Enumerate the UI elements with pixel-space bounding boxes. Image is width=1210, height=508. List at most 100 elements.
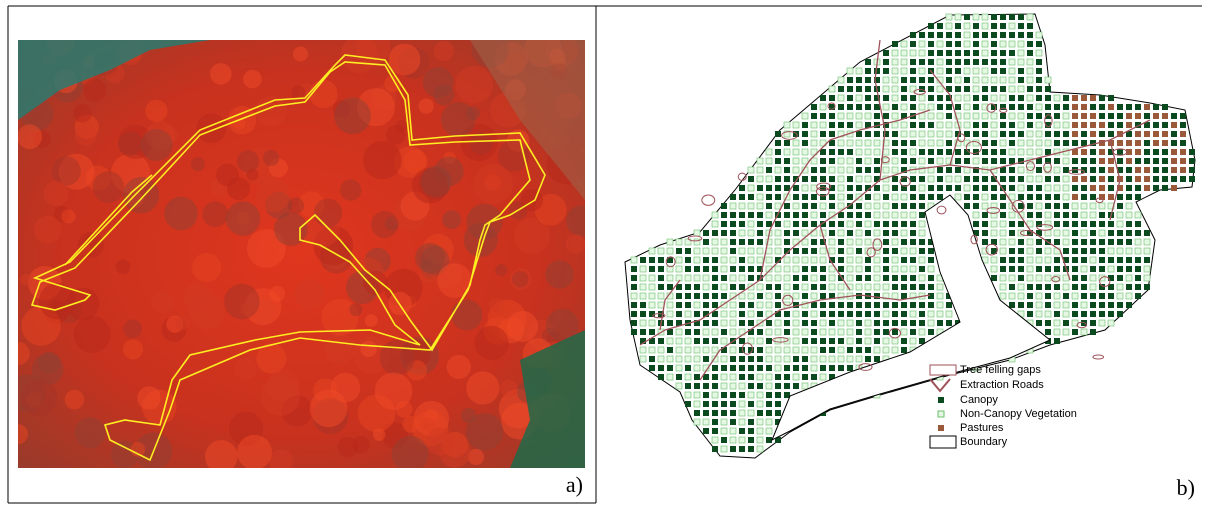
grid-cell — [757, 383, 763, 389]
texture — [224, 284, 260, 320]
texture — [191, 157, 205, 171]
grid-cell — [1045, 140, 1051, 146]
grid-cell — [820, 248, 826, 254]
grid-cell — [883, 266, 889, 272]
grid-cell — [838, 221, 844, 227]
grid-cell — [1018, 86, 1024, 92]
grid-cell — [775, 392, 781, 398]
grid-cell — [847, 212, 853, 218]
grid-cell — [1126, 248, 1132, 254]
legend-label: Tree felling gaps — [960, 364, 1041, 376]
grid-cell — [865, 257, 871, 263]
grid-cell — [694, 356, 700, 362]
grid-cell — [667, 311, 673, 317]
grid-cell — [1099, 257, 1105, 263]
grid-cell — [874, 293, 880, 299]
grid-cell — [1009, 212, 1015, 218]
grid-cell — [739, 320, 745, 326]
grid-cell — [964, 77, 970, 83]
grid-cell — [910, 329, 916, 335]
grid-cell — [667, 248, 673, 254]
grid-cell — [883, 302, 889, 308]
grid-cell — [829, 131, 835, 137]
grid-cell — [1081, 212, 1087, 218]
grid-cell — [874, 302, 880, 308]
grid-cell — [991, 77, 997, 83]
grid-cell — [739, 203, 745, 209]
texture — [455, 66, 493, 104]
grid-cell — [658, 266, 664, 272]
grid-cell — [658, 374, 664, 380]
grid-cell — [982, 59, 988, 65]
grid-cell — [784, 365, 790, 371]
grid-cell — [811, 131, 817, 137]
grid-cell — [1099, 266, 1105, 272]
grid-cell — [1171, 122, 1177, 128]
grid-cell — [928, 194, 934, 200]
grid-cell — [1045, 275, 1051, 281]
grid-cell — [676, 311, 682, 317]
grid-cell — [901, 86, 907, 92]
grid-cell — [748, 212, 754, 218]
grid-cell — [865, 239, 871, 245]
grid-cell — [883, 257, 889, 263]
grid-cell — [1072, 284, 1078, 290]
grid-cell — [1072, 266, 1078, 272]
grid-cell — [1036, 41, 1042, 47]
texture — [392, 436, 429, 473]
grid-cell — [955, 158, 961, 164]
grid-cell — [838, 230, 844, 236]
grid-cell — [730, 392, 736, 398]
grid-cell — [820, 302, 826, 308]
grid-cell — [1009, 50, 1015, 56]
grid-cell — [892, 338, 898, 344]
grid-cell — [1090, 185, 1096, 191]
grid-cell — [712, 230, 718, 236]
grid-cell — [892, 68, 898, 74]
grid-cell — [955, 95, 961, 101]
grid-cell — [892, 167, 898, 173]
grid-cell — [955, 50, 961, 56]
grid-cell — [820, 212, 826, 218]
grid-cell — [829, 365, 835, 371]
grid-cell — [883, 77, 889, 83]
grid-cell — [694, 266, 700, 272]
grid-cell — [1162, 167, 1168, 173]
texture — [512, 271, 528, 287]
grid-cell — [1000, 140, 1006, 146]
grid-cell — [820, 275, 826, 281]
grid-cell — [820, 176, 826, 182]
grid-cell — [667, 302, 673, 308]
grid-cell — [667, 356, 673, 362]
grid-cell — [676, 356, 682, 362]
grid-cell — [676, 374, 682, 380]
grid-cell — [856, 95, 862, 101]
texture — [295, 279, 325, 309]
grid-cell — [685, 302, 691, 308]
grid-cell — [1045, 194, 1051, 200]
grid-cell — [1126, 293, 1132, 299]
grid-cell — [1144, 131, 1150, 137]
grid-cell — [1027, 302, 1033, 308]
grid-cell — [694, 275, 700, 281]
grid-cell — [946, 14, 952, 20]
grid-cell — [892, 113, 898, 119]
grid-cell — [829, 113, 835, 119]
grid-cell — [1162, 140, 1168, 146]
grid-cell — [1135, 230, 1141, 236]
grid-cell — [694, 257, 700, 263]
grid-cell — [730, 401, 736, 407]
grid-cell — [955, 59, 961, 65]
grid-cell — [739, 221, 745, 227]
grid-cell — [1063, 176, 1069, 182]
texture — [324, 334, 355, 365]
grid-cell — [910, 338, 916, 344]
grid-cell — [1090, 275, 1096, 281]
texture — [441, 102, 476, 137]
grid-cell — [928, 50, 934, 56]
grid-cell — [748, 167, 754, 173]
grid-cell — [865, 338, 871, 344]
grid-cell — [811, 203, 817, 209]
grid-cell — [703, 392, 709, 398]
grid-cell — [775, 194, 781, 200]
